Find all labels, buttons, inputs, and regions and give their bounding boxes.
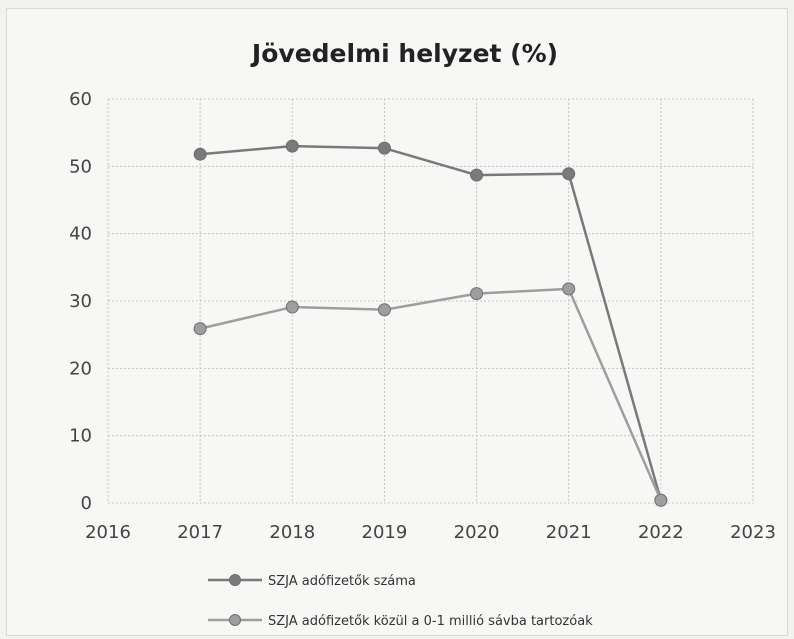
data-point	[377, 303, 391, 317]
data-point	[285, 300, 299, 314]
y-tick-label: 40	[69, 224, 92, 245]
legend-label: SZJA adófizetők közül a 0-1 millió sávba…	[268, 614, 593, 629]
y-axis-ticks: 0 10 20 30 40 50 60	[69, 89, 92, 514]
y-tick-label: 30	[69, 291, 92, 312]
data-point	[193, 322, 207, 336]
chart-frame	[6, 8, 788, 636]
data-point	[654, 493, 668, 507]
grid-layer	[107, 98, 754, 504]
x-tick-label: 2022	[638, 522, 684, 543]
y-tick-label: 50	[69, 156, 92, 177]
series-line-1	[199, 287, 663, 501]
x-tick-label: 2023	[730, 522, 776, 543]
chart-title: Jövedelmi helyzet (%)	[250, 39, 558, 68]
y-tick-label: 60	[69, 89, 92, 110]
y-tick-label: 0	[81, 493, 92, 514]
y-tick-label: 20	[69, 358, 92, 379]
data-point	[470, 168, 484, 182]
legend-swatch-marker	[229, 614, 241, 626]
legend-swatch-marker	[229, 574, 241, 586]
x-tick-label: 2021	[546, 522, 592, 543]
x-tick-label: 2018	[269, 522, 315, 543]
data-point	[470, 287, 484, 301]
data-point	[285, 139, 299, 153]
data-point	[377, 141, 391, 155]
x-axis-ticks: 2016 2017 2018 2019 2020 2021 2022 2023	[85, 522, 776, 543]
data-point	[562, 167, 576, 181]
data-point	[562, 282, 576, 296]
series-layer	[193, 139, 668, 507]
series-line-0	[200, 144, 663, 501]
data-point	[193, 147, 207, 161]
x-tick-label: 2019	[362, 522, 408, 543]
legend: SZJA adófizetők száma SZJA adófizetők köz…	[208, 574, 593, 629]
x-tick-label: 2017	[177, 522, 223, 543]
y-tick-label: 10	[69, 426, 92, 447]
x-tick-label: 2016	[85, 522, 131, 543]
legend-label: SZJA adófizetők száma	[268, 574, 416, 589]
x-tick-label: 2020	[454, 522, 500, 543]
